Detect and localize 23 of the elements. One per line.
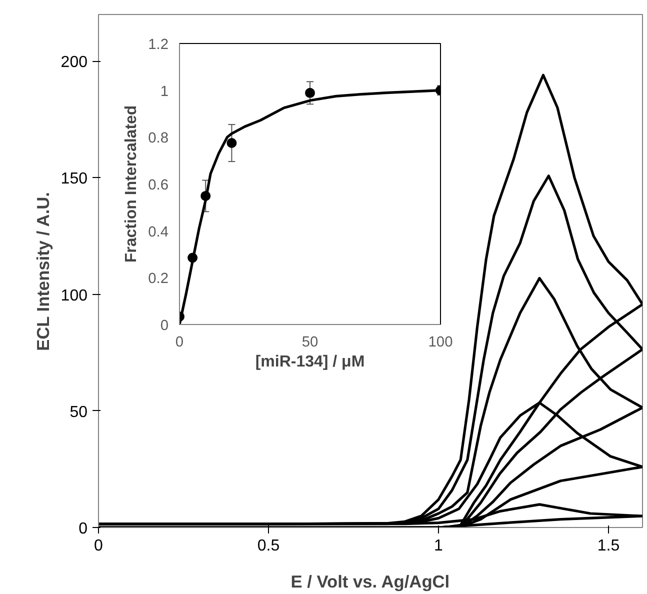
y-tick-label: 0.4: [148, 224, 168, 240]
x-tick-label: 1.5: [597, 538, 620, 554]
y-tick-label: 1.2: [148, 37, 168, 53]
y-tick-label: 1: [160, 84, 169, 100]
y-tick-label: 0.6: [148, 178, 168, 194]
x-tick-label: 50: [302, 334, 318, 350]
y-tick-label: 0.8: [148, 130, 168, 147]
y-tick-label: 100: [60, 287, 88, 304]
x-tick-label: 0.5: [257, 538, 280, 554]
x-tick-label: 100: [428, 334, 453, 350]
y-tick-label: 0: [160, 318, 169, 334]
y-tick-label: 200: [60, 54, 88, 72]
y-axis-title: ECL Intensity / A.U.: [32, 192, 53, 351]
x-axis-title: E / Volt vs. Ag/AgCl: [290, 572, 450, 592]
y-tick-label: 150: [60, 170, 88, 188]
x-axis-title: [miR-134] / μM: [255, 354, 365, 370]
x-tick-label: 0: [175, 334, 184, 350]
y-axis-title: Fraction Intercalated: [123, 105, 140, 263]
x-tick-label: 0: [94, 538, 104, 554]
y-tick-label: 0: [78, 520, 88, 538]
y-tick-label: 50: [70, 404, 88, 421]
y-tick-label: 0.2: [148, 271, 168, 288]
x-tick-label: 1: [434, 538, 444, 554]
